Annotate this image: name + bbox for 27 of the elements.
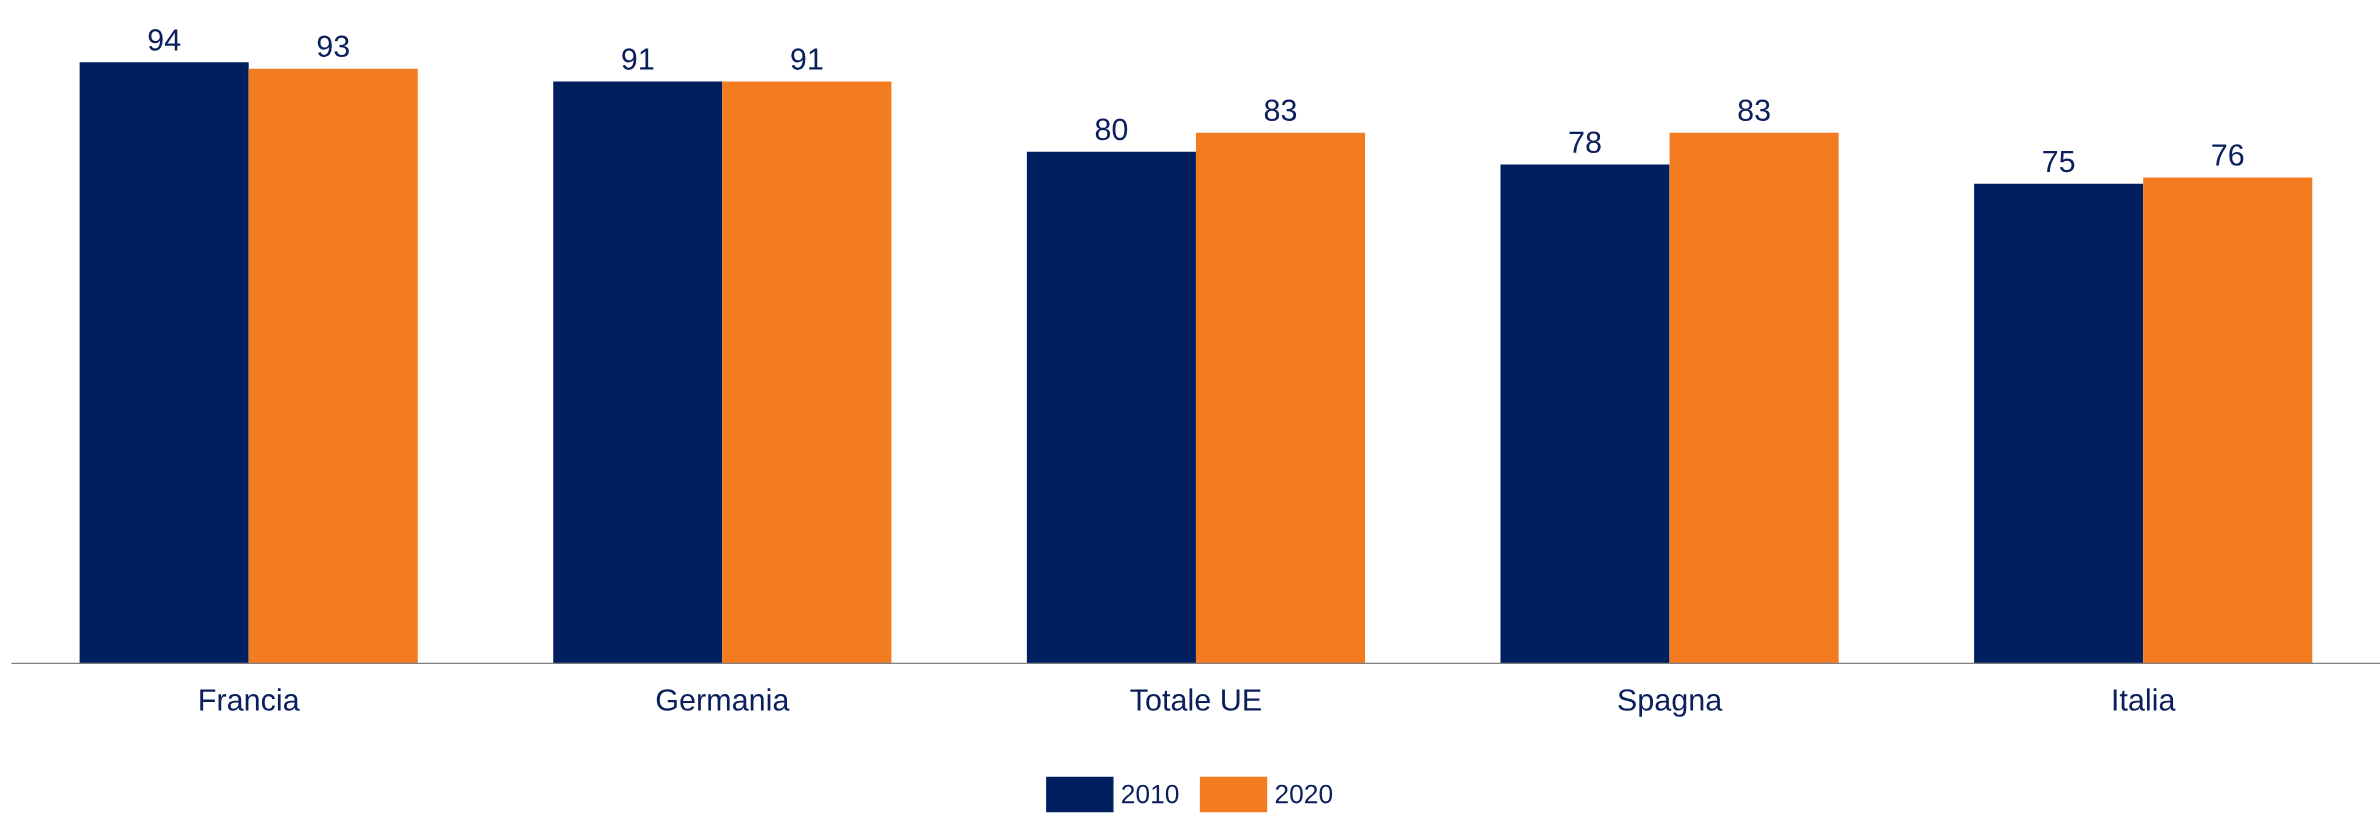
- legend-label: 2010: [1122, 784, 1179, 804]
- legend-label: 2020: [1275, 784, 1333, 804]
- bar: [1195, 132, 1366, 664]
- data-label: 91: [791, 48, 823, 70]
- bar: [1026, 151, 1196, 664]
- data-label: 91: [622, 48, 654, 70]
- x-tick-label: Italia: [2113, 688, 2176, 711]
- data-label: 93: [317, 35, 349, 58]
- data-label: 83: [1738, 99, 1770, 122]
- bar: [2143, 177, 2313, 664]
- bar: [1500, 164, 1670, 664]
- bar: [79, 62, 249, 664]
- data-label: 94: [148, 29, 181, 51]
- data-label: 75: [2043, 150, 2075, 173]
- data-label: 76: [2212, 144, 2244, 166]
- x-tick-label: Francia: [200, 688, 300, 711]
- data-label: 83: [1264, 99, 1297, 122]
- data-label: 78: [1569, 131, 1601, 154]
- bar: [1974, 183, 2144, 664]
- data-label: 80: [1095, 118, 1128, 141]
- bar: [722, 81, 892, 664]
- x-tick-label: Totale UE: [1130, 688, 1261, 711]
- bar: [1669, 132, 1839, 664]
- bar: [248, 68, 418, 664]
- x-tick-label: Spagna: [1618, 689, 1723, 717]
- x-tick-label: Germania: [656, 688, 790, 711]
- bar: [553, 81, 723, 664]
